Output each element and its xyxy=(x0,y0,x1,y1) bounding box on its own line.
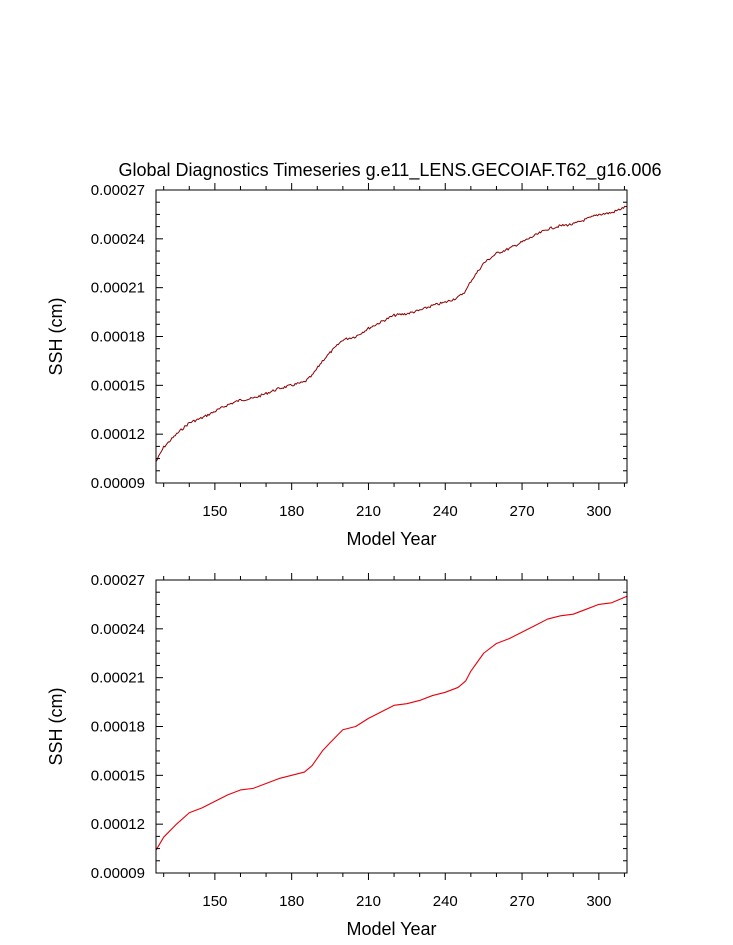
x-axis-label: Model Year xyxy=(346,919,436,939)
x-tick-label: 180 xyxy=(279,503,304,520)
x-tick-label: 150 xyxy=(202,893,227,910)
x-axis-label: Model Year xyxy=(346,529,436,549)
y-tick-label: 0.00018 xyxy=(91,719,145,736)
series-line xyxy=(155,205,628,463)
series-line xyxy=(155,595,628,851)
y-axis-label: SSH (cm) xyxy=(46,688,66,766)
chart-top-panel: 150 180 210 240 270 300 0.00009 0.00012 0.00015 0… xyxy=(46,182,628,549)
y-tick-label: 0.00009 xyxy=(91,475,145,492)
y-tick-label: 0.00015 xyxy=(91,377,145,394)
x-tick-label: 210 xyxy=(356,893,381,910)
x-tick-label: 150 xyxy=(202,503,227,520)
y-tick-label: 0.00015 xyxy=(91,767,145,784)
x-tick-label: 300 xyxy=(586,893,611,910)
plot-frame xyxy=(155,189,628,484)
chart-bottom-panel: 150 180 210 240 270 300 0.00009 0.00012 0.00015 0… xyxy=(46,572,628,939)
y-tick-label: 0.00012 xyxy=(91,816,145,833)
y-tick-label: 0.00009 xyxy=(91,865,145,882)
x-tick-label: 210 xyxy=(356,503,381,520)
y-tick-label: 0.00024 xyxy=(91,621,145,638)
figure-title: Global Diagnostics Timeseries g.e11_LENS… xyxy=(119,160,662,181)
y-tick-label: 0.00027 xyxy=(91,572,145,589)
x-tick-label: 300 xyxy=(586,503,611,520)
y-tick-label: 0.00027 xyxy=(91,182,145,199)
x-tick-label: 270 xyxy=(510,503,535,520)
x-tick-label: 270 xyxy=(510,893,535,910)
y-tick-label: 0.00018 xyxy=(91,329,145,346)
x-tick-label: 240 xyxy=(433,893,458,910)
y-tick-label: 0.00021 xyxy=(91,280,145,297)
y-tick-label: 0.00012 xyxy=(91,426,145,443)
y-tick-label: 0.00021 xyxy=(91,670,145,687)
x-tick-label: 180 xyxy=(279,893,304,910)
y-tick-label: 0.00024 xyxy=(91,231,145,248)
x-tick-label: 240 xyxy=(433,503,458,520)
y-axis-label: SSH (cm) xyxy=(46,298,66,376)
plot-frame xyxy=(155,579,628,874)
